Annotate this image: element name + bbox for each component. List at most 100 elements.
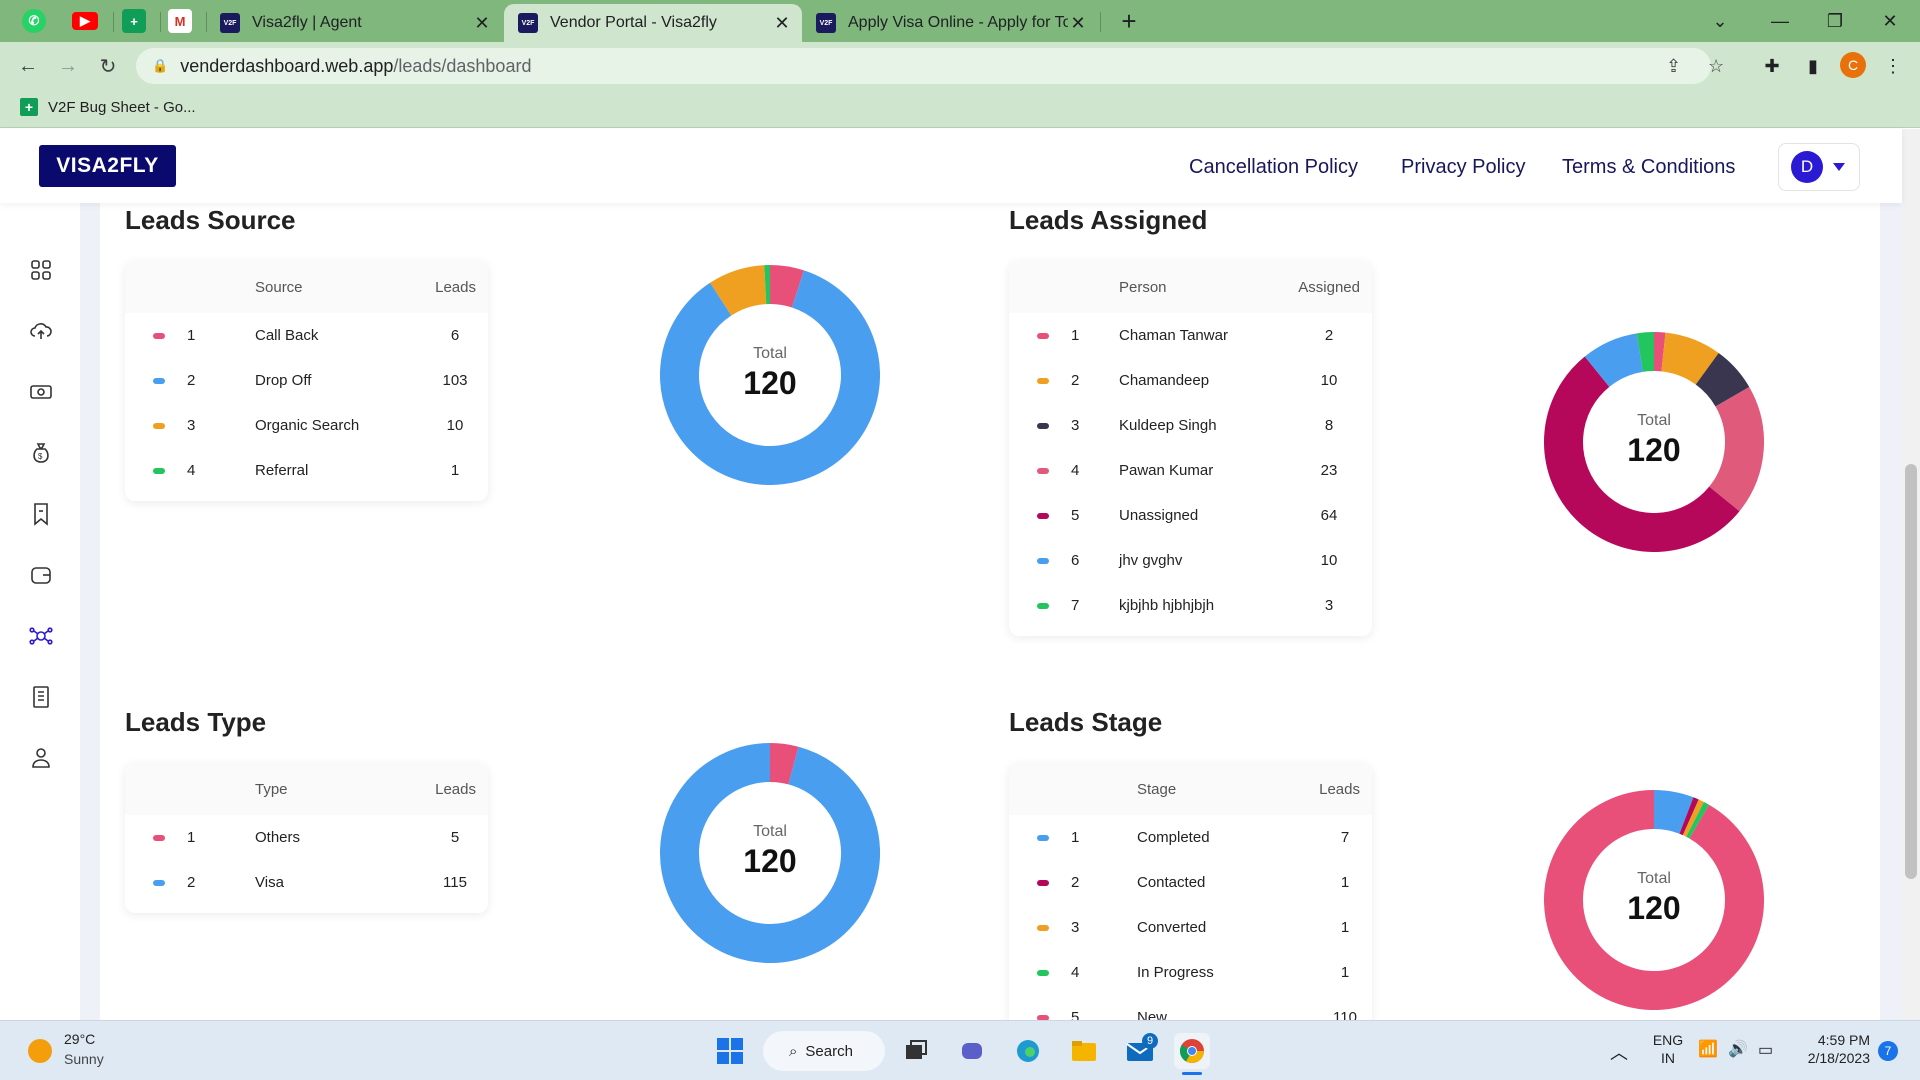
table-row[interactable]: 1 Others 5 <box>125 815 488 860</box>
youtube-icon[interactable]: ▶ <box>72 12 98 30</box>
donut-slice-chamandeep[interactable] <box>1660 332 1719 386</box>
language-indicator[interactable]: ENG IN <box>1650 1031 1686 1067</box>
table-row[interactable]: 2 Chamandeep 10 <box>1009 358 1372 403</box>
battery-icon[interactable]: ▭ <box>1758 1042 1774 1059</box>
donut-slice-pawan-kumar[interactable] <box>1708 387 1764 512</box>
money-bag-icon[interactable]: $ <box>26 438 56 468</box>
donut-slice-jhv-gvghv[interactable] <box>1584 333 1644 388</box>
reload-icon[interactable]: ↻ <box>99 55 117 78</box>
edge-browser-icon[interactable] <box>1010 1033 1046 1069</box>
receipt-icon[interactable] <box>26 682 56 712</box>
table-row[interactable]: 1 Completed 7 <box>1009 815 1372 860</box>
table-row[interactable]: 7 kjbjhb hjbhjbjh 3 <box>1009 583 1372 628</box>
leads-type-donut-chart[interactable]: Total 120 <box>660 743 880 963</box>
forward-arrow-icon[interactable]: → <box>58 54 78 77</box>
close-icon[interactable]: ✕ <box>1070 12 1086 33</box>
page-scrollbar[interactable] <box>1902 129 1920 1020</box>
row-label: New <box>1137 1009 1168 1020</box>
browser-toolbar: ← → ↻ 🔒 venderdashboard.web.app/leads/da… <box>0 42 1920 90</box>
bookmark-v2f-bug-sheet[interactable]: + V2F Bug Sheet - Go... <box>20 98 196 116</box>
donut-slice-drop-off[interactable] <box>660 270 880 485</box>
table-row[interactable]: 2 Visa 115 <box>125 860 488 905</box>
whatsapp-icon[interactable]: ✆ <box>22 9 46 33</box>
taskbar-search[interactable]: ⌕ Search <box>763 1031 885 1071</box>
table-row[interactable]: 1 Call Back 6 <box>125 313 488 358</box>
tab-apply-visa[interactable]: V2F Apply Visa Online - Apply for Tou ✕ <box>802 4 1098 42</box>
extensions-puzzle-icon[interactable]: ✚ <box>1764 55 1780 76</box>
table-row[interactable]: 5 New 110 <box>1009 995 1372 1020</box>
terms-conditions-link[interactable]: Terms & Conditions <box>1562 156 1736 178</box>
donut-slice-organic-search[interactable] <box>710 265 768 316</box>
chrome-taskbar-icon[interactable] <box>1174 1033 1210 1075</box>
donut-slice-new[interactable] <box>1544 790 1764 1010</box>
cloud-icon[interactable] <box>26 316 56 346</box>
window-close-icon[interactable]: ✕ <box>1882 10 1898 31</box>
donut-slice-others[interactable] <box>769 743 799 785</box>
table-row[interactable]: 6 jhv gvghv 10 <box>1009 538 1372 583</box>
caret-down-icon <box>1833 163 1845 171</box>
table-row[interactable]: 3 Organic Search 10 <box>125 403 488 448</box>
wifi-icon[interactable]: 📶 <box>1698 1041 1718 1058</box>
tab-vendor-portal[interactable]: V2F Vendor Portal - Visa2fly ✕ <box>504 4 802 42</box>
sun-weather-icon[interactable] <box>28 1039 52 1063</box>
windows-start-icon[interactable] <box>712 1033 748 1069</box>
table-row[interactable]: 4 Pawan Kumar 23 <box>1009 448 1372 493</box>
tab-visa2fly-agent[interactable]: V2F Visa2fly | Agent ✕ <box>206 4 502 42</box>
user-profile-icon[interactable] <box>26 743 56 773</box>
side-panel-icon[interactable]: ▮ <box>1808 55 1818 76</box>
scrollbar-thumb[interactable] <box>1905 464 1917 879</box>
show-hidden-icons-chevron-icon[interactable]: ︿ <box>1610 1043 1628 1063</box>
donut-slice-kuldeep-singh[interactable] <box>1695 353 1750 408</box>
donut-slice-call-back[interactable] <box>769 265 804 308</box>
task-view-icon[interactable] <box>898 1033 934 1069</box>
donut-slice-visa[interactable] <box>660 743 880 963</box>
profile-avatar[interactable]: C <box>1840 52 1866 78</box>
new-tab-plus-icon[interactable]: + <box>1121 5 1137 36</box>
donut-slice-contacted[interactable] <box>1679 797 1699 836</box>
mail-icon[interactable]: 9 <box>1122 1033 1158 1069</box>
address-bar[interactable]: 🔒 venderdashboard.web.app/leads/dashboar… <box>136 48 1724 84</box>
wallet-icon[interactable] <box>26 560 56 590</box>
network-icon[interactable] <box>26 621 56 651</box>
table-row[interactable]: 1 Chaman Tanwar 2 <box>1009 313 1372 358</box>
sheets-icon[interactable]: + <box>122 9 146 33</box>
teams-chat-icon[interactable] <box>954 1033 990 1069</box>
restore-icon[interactable]: ❐ <box>1826 10 1844 31</box>
table-row[interactable]: 2 Drop Off 103 <box>125 358 488 403</box>
donut-slice-kjbjhb-hjbhjbjh[interactable] <box>1636 332 1655 372</box>
cancellation-policy-link[interactable]: Cancellation Policy <box>1189 156 1358 178</box>
visa2fly-logo[interactable]: VISA2FLY <box>39 145 176 187</box>
money-icon[interactable] <box>26 377 56 407</box>
bookmark-star-icon[interactable]: ☆ <box>1708 56 1725 76</box>
file-explorer-icon[interactable] <box>1066 1033 1102 1069</box>
donut-slice-converted[interactable] <box>1682 799 1704 837</box>
donut-slice-completed[interactable] <box>1653 790 1694 834</box>
bookmark-icon[interactable] <box>26 499 56 529</box>
dashboard-grid-icon[interactable] <box>26 255 56 285</box>
close-icon[interactable]: ✕ <box>474 12 490 33</box>
gmail-icon[interactable]: M <box>168 9 192 33</box>
row-value: 3 <box>1324 597 1334 614</box>
donut-slice-unassigned[interactable] <box>1544 356 1740 552</box>
leads-source-donut-chart[interactable]: Total 120 <box>660 265 880 485</box>
table-row[interactable]: 2 Contacted 1 <box>1009 860 1372 905</box>
share-icon[interactable]: ⇪ <box>1666 56 1682 76</box>
user-menu-button[interactable]: D <box>1778 143 1860 191</box>
back-arrow-icon[interactable]: ← <box>18 54 38 77</box>
tab-search-chevron-icon[interactable]: ⌄ <box>1712 10 1728 31</box>
table-row[interactable]: 3 Converted 1 <box>1009 905 1372 950</box>
leads-assigned-donut-chart[interactable]: Total 120 <box>1544 332 1764 552</box>
volume-icon[interactable]: 🔊 <box>1728 1041 1748 1058</box>
minimize-icon[interactable]: — <box>1771 10 1789 31</box>
donut-slice-in-progress[interactable] <box>1686 801 1709 839</box>
close-icon[interactable]: ✕ <box>774 12 790 33</box>
clock[interactable]: 4:59 PM 2/18/2023 <box>1790 1031 1870 1067</box>
table-row[interactable]: 5 Unassigned 64 <box>1009 493 1372 538</box>
privacy-policy-link[interactable]: Privacy Policy <box>1401 156 1526 178</box>
chrome-menu-icon[interactable]: ⋮ <box>1884 55 1902 76</box>
leads-stage-donut-chart[interactable]: Total 120 <box>1544 790 1764 1010</box>
table-row[interactable]: 3 Kuldeep Singh 8 <box>1009 403 1372 448</box>
table-row[interactable]: 4 Referral 1 <box>125 448 488 493</box>
notification-badge[interactable]: 7 <box>1878 1041 1898 1061</box>
table-row[interactable]: 4 In Progress 1 <box>1009 950 1372 995</box>
